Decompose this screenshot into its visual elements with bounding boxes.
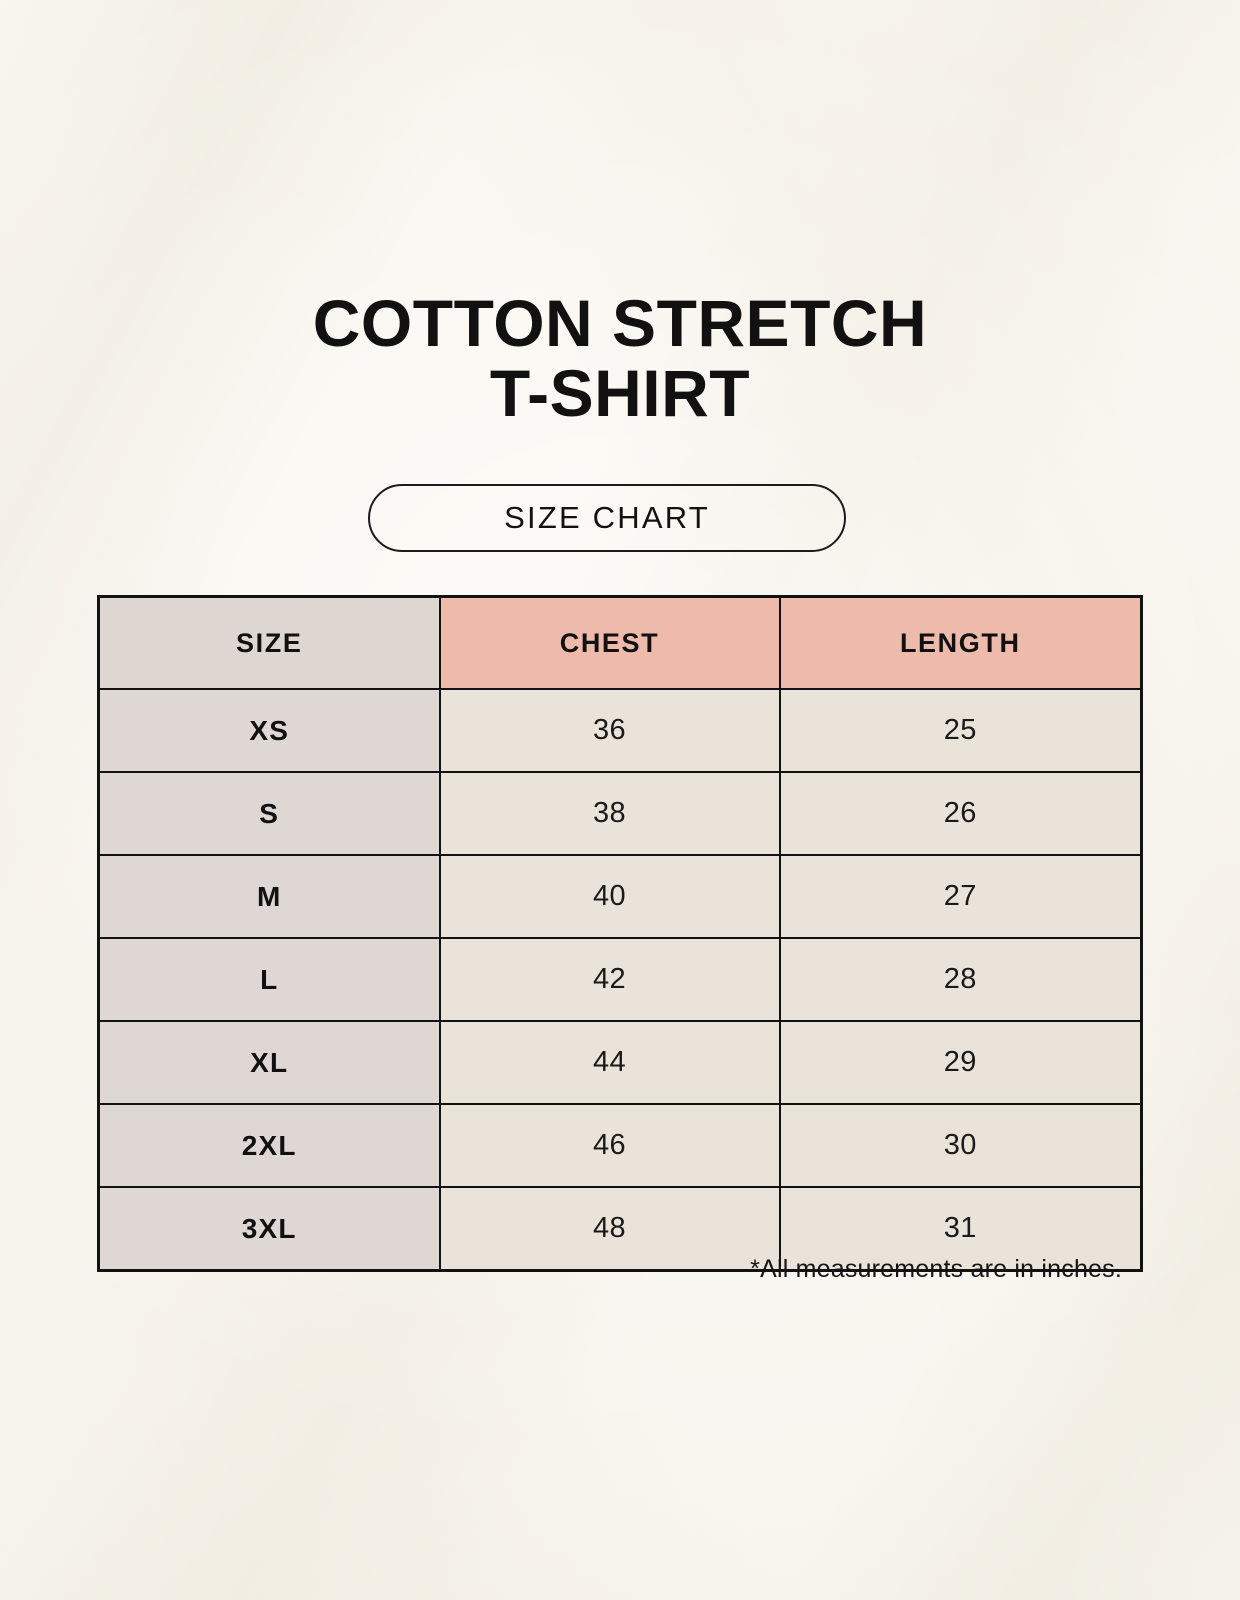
cell-chest-value: 46 bbox=[592, 1129, 627, 1161]
cell-size: XS bbox=[97, 688, 441, 773]
cell-size: L bbox=[97, 937, 441, 1022]
cell-size-label: L bbox=[260, 963, 279, 995]
column-header-chest-label: CHEST bbox=[559, 627, 660, 658]
size-chart-badge: SIZE CHART bbox=[368, 484, 846, 552]
cell-chest-value: 38 bbox=[592, 797, 627, 829]
cell-size: M bbox=[97, 854, 441, 939]
column-header-size: SIZE bbox=[97, 595, 441, 690]
column-header-size-label: SIZE bbox=[236, 627, 303, 658]
size-table-container: SIZE CHEST LENGTH XS bbox=[97, 595, 1143, 1272]
cell-chest-value: 40 bbox=[592, 880, 627, 912]
table-header-row: SIZE CHEST LENGTH bbox=[97, 595, 1143, 690]
cell-size-label: S bbox=[259, 797, 280, 829]
cell-size-label: 3XL bbox=[241, 1212, 297, 1244]
cell-chest: 46 bbox=[438, 1103, 781, 1188]
table-row: M 40 27 bbox=[97, 854, 1143, 939]
cell-chest-value: 36 bbox=[592, 714, 627, 746]
cell-chest: 40 bbox=[438, 854, 781, 939]
cell-size-label: M bbox=[256, 880, 282, 912]
cell-length-value: 29 bbox=[943, 1046, 977, 1078]
cell-length: 26 bbox=[778, 771, 1143, 856]
cell-length: 28 bbox=[778, 937, 1143, 1022]
cell-size: 2XL bbox=[97, 1103, 441, 1188]
cell-length-value: 27 bbox=[943, 880, 977, 912]
table-row: S 38 26 bbox=[97, 771, 1143, 856]
page-title: COTTON STRETCH T-SHIRT bbox=[312, 286, 928, 430]
cell-length: 27 bbox=[778, 854, 1143, 939]
cell-length: 25 bbox=[778, 688, 1143, 773]
cell-size-label: XL bbox=[250, 1046, 289, 1078]
cell-length: 29 bbox=[778, 1020, 1143, 1105]
column-header-length-label: LENGTH bbox=[899, 627, 1021, 658]
column-header-length: LENGTH bbox=[778, 595, 1143, 690]
table-row: L 42 28 bbox=[97, 937, 1143, 1022]
cell-chest-value: 44 bbox=[592, 1046, 627, 1078]
table-row: XS 36 25 bbox=[97, 688, 1143, 773]
table-row: 2XL 46 30 bbox=[97, 1103, 1143, 1188]
cell-chest: 38 bbox=[438, 771, 781, 856]
size-table: SIZE CHEST LENGTH XS bbox=[97, 595, 1143, 1272]
cell-length-value: 25 bbox=[943, 714, 977, 746]
cell-length-value: 30 bbox=[943, 1129, 977, 1161]
table-row: XL 44 29 bbox=[97, 1020, 1143, 1105]
cell-chest: 44 bbox=[438, 1020, 781, 1105]
cell-chest: 36 bbox=[438, 688, 781, 773]
cell-length: 30 bbox=[778, 1103, 1143, 1188]
column-header-chest: CHEST bbox=[438, 595, 781, 690]
measurement-footnote: *All measurements are in inches. bbox=[750, 1255, 1122, 1283]
cell-chest-value: 48 bbox=[592, 1212, 627, 1244]
cell-chest-value: 42 bbox=[592, 963, 627, 995]
cell-length-value: 31 bbox=[943, 1212, 977, 1244]
cell-size-label: 2XL bbox=[241, 1129, 297, 1161]
cell-length-value: 26 bbox=[943, 797, 977, 829]
size-chart-badge-label: SIZE CHART bbox=[504, 500, 710, 535]
cell-length-value: 28 bbox=[943, 963, 977, 995]
cell-size: S bbox=[97, 771, 441, 856]
cell-size-label: XS bbox=[249, 714, 290, 746]
cell-size: XL bbox=[97, 1020, 441, 1105]
cell-chest: 42 bbox=[438, 937, 781, 1022]
